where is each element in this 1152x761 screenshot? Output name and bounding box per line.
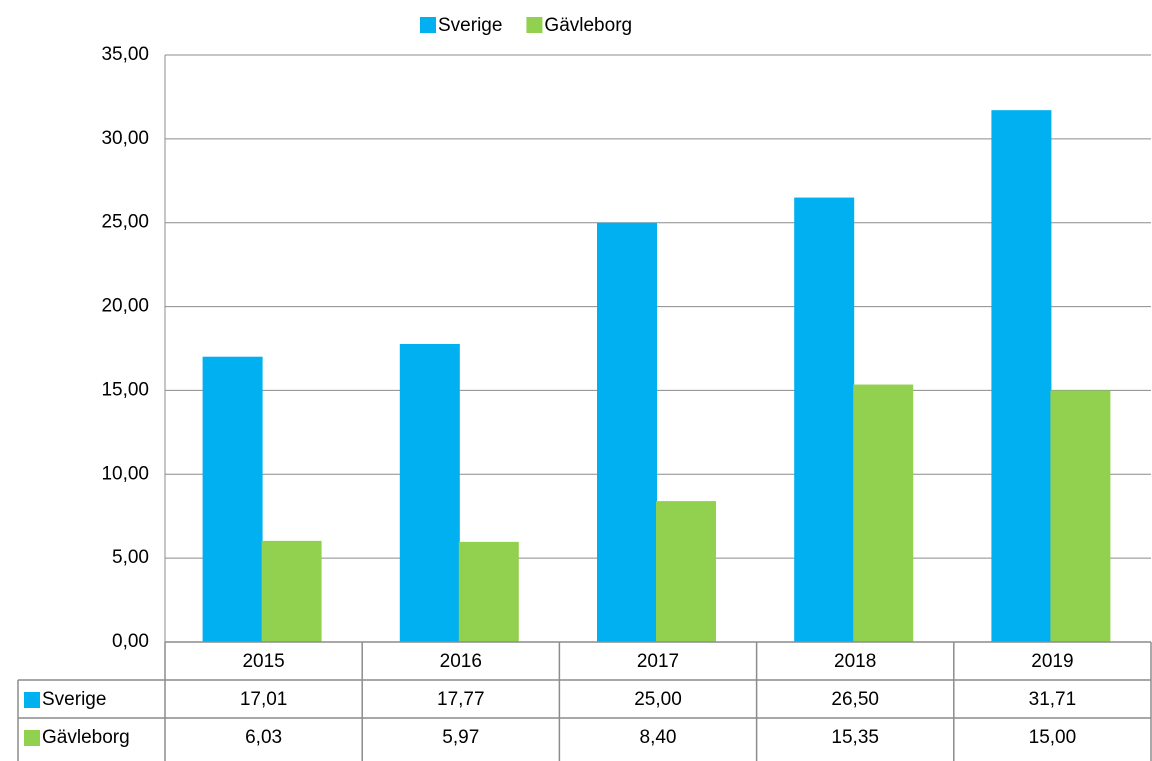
data-label: 8,40 <box>640 727 677 748</box>
table-row-label: Gävleborg <box>42 727 130 748</box>
data-label: 15,35 <box>831 727 879 748</box>
bar <box>597 222 657 642</box>
legend-swatch <box>526 17 543 33</box>
data-label: 17,77 <box>437 689 485 710</box>
bar <box>656 501 716 642</box>
bar <box>991 110 1052 643</box>
y-tick-label: 30,00 <box>101 128 149 149</box>
data-label: 31,71 <box>1029 689 1077 710</box>
legend-label: Gävleborg <box>544 15 632 36</box>
bar <box>261 540 322 642</box>
table-row-label: Sverige <box>42 689 106 710</box>
x-tick-label: 2019 <box>1031 651 1073 672</box>
x-tick-label: 2018 <box>834 651 876 672</box>
bar <box>853 384 914 642</box>
y-tick-label: 0,00 <box>112 631 149 652</box>
bar <box>794 197 855 643</box>
bar <box>458 541 519 642</box>
data-label: 6,03 <box>245 727 282 748</box>
y-tick-label: 35,00 <box>101 44 149 65</box>
legend-label: Sverige <box>438 15 502 36</box>
legend-swatch <box>24 730 40 746</box>
data-label: 25,00 <box>634 689 682 710</box>
data-label: 17,01 <box>240 689 288 710</box>
x-tick-label: 2017 <box>637 651 679 672</box>
bar <box>399 343 460 642</box>
y-tick-label: 5,00 <box>112 547 149 568</box>
x-tick-label: 2016 <box>440 651 482 672</box>
y-tick-label: 10,00 <box>101 463 149 484</box>
data-label: 5,97 <box>442 727 479 748</box>
legend-swatch <box>420 17 436 33</box>
y-tick-label: 25,00 <box>101 212 149 233</box>
y-tick-label: 15,00 <box>101 379 149 400</box>
data-label: 15,00 <box>1029 727 1077 748</box>
data-label: 26,50 <box>831 689 879 710</box>
bar <box>1050 390 1111 642</box>
legend-swatch <box>24 692 40 708</box>
bar <box>202 356 263 642</box>
y-tick-label: 20,00 <box>101 296 149 317</box>
x-tick-label: 2015 <box>242 651 284 672</box>
